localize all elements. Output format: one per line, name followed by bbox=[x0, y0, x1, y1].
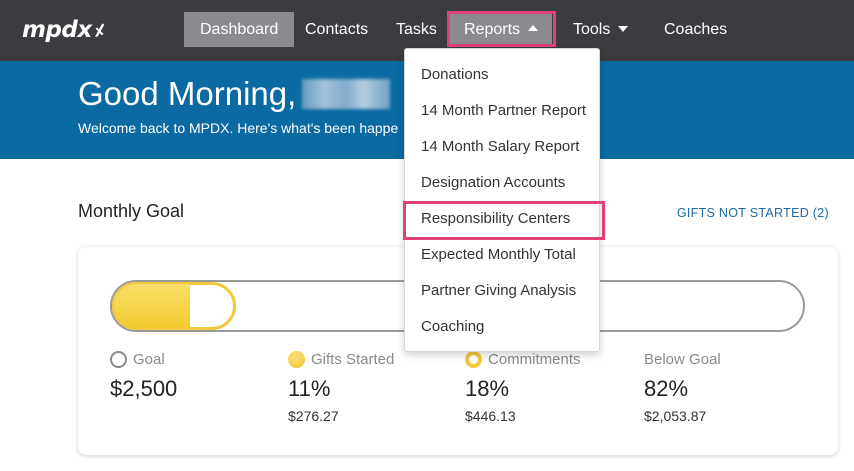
mpdx-logo[interactable]: mpdx bbox=[22, 14, 106, 46]
stat-below-amount: $2,053.87 bbox=[644, 408, 707, 424]
nav-tasks[interactable]: Tasks bbox=[380, 12, 453, 47]
nav-tools-label: Tools bbox=[573, 21, 611, 38]
stat-started-label: Gifts Started bbox=[311, 351, 395, 368]
menu-item-designation-accounts[interactable]: Designation Accounts bbox=[421, 174, 566, 191]
nav-tools[interactable]: Tools bbox=[557, 12, 644, 47]
stat-below-value: 82% bbox=[644, 376, 689, 401]
stat-commitments-amount: $446.13 bbox=[465, 408, 516, 424]
menu-item-partner-giving-analysis[interactable]: Partner Giving Analysis bbox=[421, 282, 577, 299]
monthly-goal-title: Monthly Goal bbox=[78, 201, 185, 221]
reports-dropdown-menu: Donations 14 Month Partner Report 14 Mon… bbox=[403, 48, 605, 352]
stat-below-label: Below Goal bbox=[644, 351, 721, 368]
greeting-heading: Good Morning, bbox=[78, 75, 391, 113]
greeting-subtitle: Welcome back to MPDX. Here's what's been… bbox=[78, 120, 399, 136]
menu-item-expected-monthly-total[interactable]: Expected Monthly Total bbox=[421, 246, 576, 263]
stat-commitments-label-row: Commitments bbox=[465, 351, 581, 368]
stat-goal-label-row: Goal bbox=[110, 351, 177, 368]
stat-gifts-started: Gifts Started 11% $276.27 bbox=[288, 351, 394, 424]
caret-down-icon bbox=[618, 25, 629, 32]
stat-goal: Goal $2,500 bbox=[110, 351, 177, 402]
stat-started-value: 11% bbox=[288, 376, 331, 401]
stat-commitments-value: 18% bbox=[465, 376, 510, 401]
menu-item-donations[interactable]: Donations bbox=[421, 66, 489, 83]
logo-mark-icon bbox=[94, 23, 105, 37]
caret-up-icon bbox=[528, 25, 539, 32]
stat-below-label-row: Below Goal bbox=[644, 351, 721, 368]
blurred-user-name bbox=[302, 79, 391, 109]
stat-below-goal: Below Goal 82% $2,053.87 bbox=[644, 351, 721, 424]
menu-item-14-month-salary-report[interactable]: 14 Month Salary Report bbox=[421, 138, 580, 155]
greeting-text: Good Morning, bbox=[78, 75, 297, 112]
nav-reports[interactable]: Reports bbox=[450, 12, 553, 47]
nav-tasks-label: Tasks bbox=[396, 21, 437, 38]
gifts-started-dot-icon bbox=[288, 351, 305, 368]
nav-dashboard-label: Dashboard bbox=[200, 21, 279, 38]
stat-commitments-label: Commitments bbox=[488, 351, 581, 368]
stat-started-amount: $276.27 bbox=[288, 408, 339, 424]
nav-coaches-label: Coaches bbox=[664, 21, 728, 38]
menu-item-coaching[interactable]: Coaching bbox=[421, 318, 485, 335]
logo-text: mpdx bbox=[22, 17, 92, 43]
nav-contacts-label: Contacts bbox=[305, 21, 369, 38]
top-navbar: mpdx Dashboard Contacts Tasks Reports To… bbox=[0, 0, 854, 61]
nav-contacts[interactable]: Contacts bbox=[289, 12, 384, 47]
progress-started-segment bbox=[114, 284, 190, 328]
nav-reports-label: Reports bbox=[464, 21, 521, 38]
goal-circle-icon bbox=[110, 351, 127, 368]
gifts-not-started-link[interactable]: GIFTS NOT STARTED (2) bbox=[676, 206, 829, 220]
stat-goal-label: Goal bbox=[133, 351, 165, 368]
nav-dashboard[interactable]: Dashboard bbox=[184, 12, 295, 47]
stat-goal-value: $2,500 bbox=[110, 376, 178, 401]
menu-item-14-month-partner-report[interactable]: 14 Month Partner Report bbox=[421, 102, 587, 119]
commitments-ring-icon bbox=[465, 351, 482, 368]
menu-item-responsibility-centers[interactable]: Responsibility Centers bbox=[403, 201, 605, 240]
nav-coaches[interactable]: Coaches bbox=[648, 12, 743, 47]
stat-started-label-row: Gifts Started bbox=[288, 351, 394, 368]
stat-commitments: Commitments 18% $446.13 bbox=[465, 351, 581, 424]
